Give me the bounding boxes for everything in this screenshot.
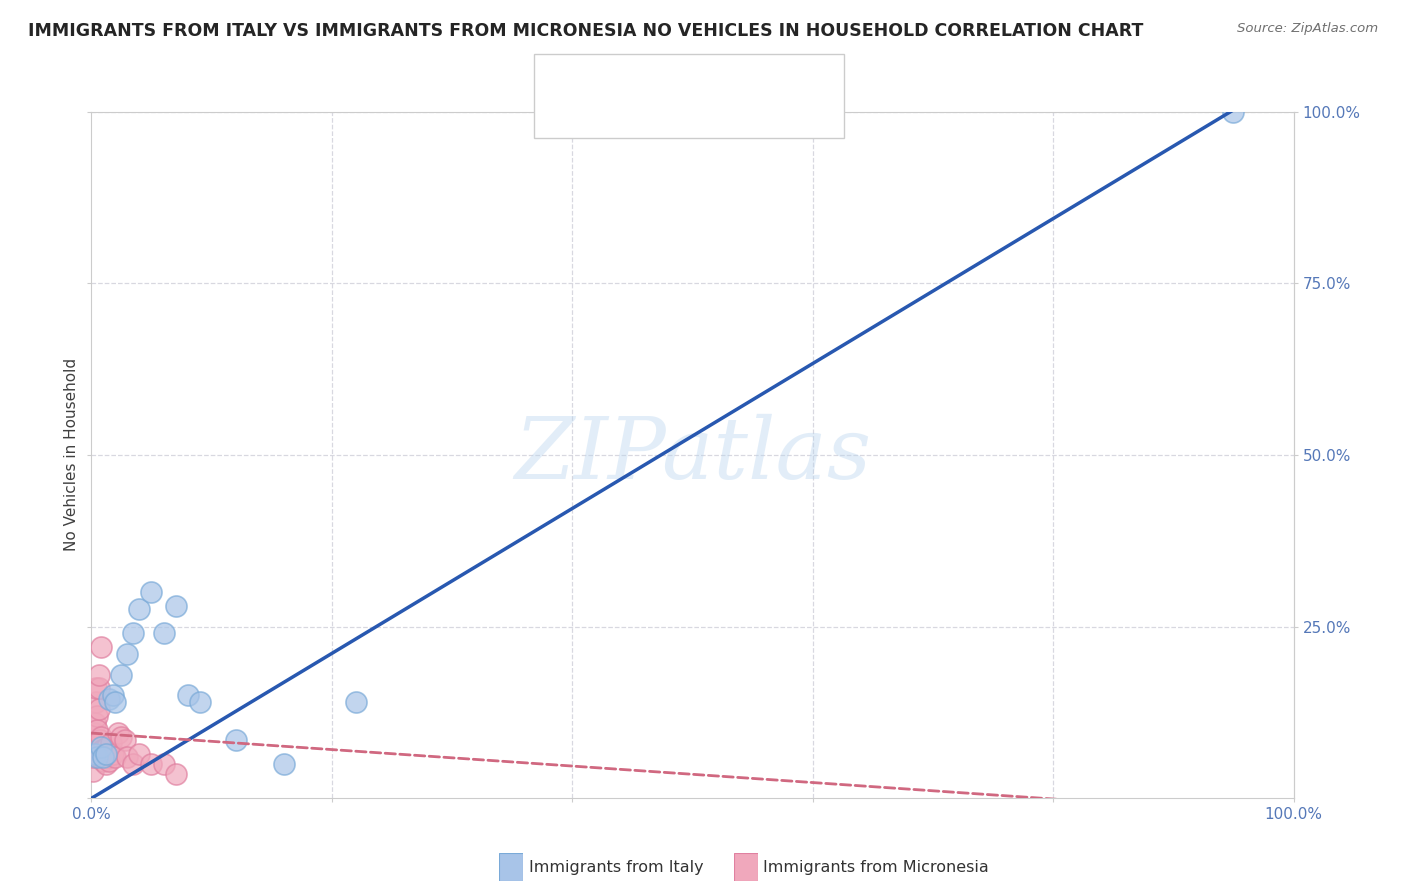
Point [86, 709, 108, 723]
Text: Immigrants from Italy: Immigrants from Italy [529, 860, 703, 874]
Point [101, 689, 124, 703]
Point [104, 695, 127, 709]
Point [117, 750, 139, 764]
Point [344, 695, 367, 709]
Point [84, 715, 107, 730]
Point [188, 695, 211, 709]
Point [107, 726, 129, 740]
Text: IMMIGRANTS FROM ITALY VS IMMIGRANTS FROM MICRONESIA NO VEHICLES IN HOUSEHOLD COR: IMMIGRANTS FROM ITALY VS IMMIGRANTS FROM… [28, 22, 1143, 40]
Point [91, 750, 114, 764]
Point [91, 754, 114, 768]
Point [165, 599, 187, 613]
Point [87, 667, 110, 681]
Point [90, 730, 112, 744]
Point [86, 750, 108, 764]
Text: Immigrants from Micronesia: Immigrants from Micronesia [763, 860, 990, 874]
Point [90, 743, 112, 757]
Bar [547, 101, 582, 129]
Point [83, 726, 105, 740]
Point [93, 743, 115, 757]
Point [89, 681, 111, 696]
Point [96, 739, 118, 754]
Text: Source: ZipAtlas.com: Source: ZipAtlas.com [1237, 22, 1378, 36]
Point [90, 739, 112, 754]
Point [98, 754, 121, 768]
Point [98, 691, 121, 706]
Point [128, 747, 150, 761]
Point [84, 747, 107, 761]
Text: R = -0.187   N =  38: R = -0.187 N = 38 [592, 106, 775, 124]
Point [100, 736, 122, 750]
Point [94, 747, 117, 761]
Text: R =  0.894   N =  21: R = 0.894 N = 21 [592, 69, 773, 87]
Point [176, 689, 198, 703]
Point [141, 756, 163, 771]
Point [86, 723, 108, 737]
Point [1222, 104, 1244, 119]
Point [141, 585, 163, 599]
Point [110, 730, 132, 744]
Text: ZIPatlas: ZIPatlas [513, 414, 872, 496]
Point [84, 681, 107, 696]
Point [122, 756, 145, 771]
Point [114, 733, 136, 747]
Point [83, 739, 105, 754]
Point [117, 647, 139, 661]
Bar [547, 63, 582, 92]
Point [93, 747, 115, 761]
Point [82, 750, 104, 764]
Point [225, 733, 247, 747]
Point [128, 602, 150, 616]
Point [87, 736, 110, 750]
Y-axis label: No Vehicles in Household: No Vehicles in Household [63, 359, 79, 551]
Point [273, 756, 295, 771]
Point [90, 640, 112, 655]
Point [152, 626, 174, 640]
Point [89, 733, 111, 747]
Point [82, 764, 104, 778]
Point [165, 767, 187, 781]
Point [101, 747, 124, 761]
Point [152, 756, 174, 771]
Point [84, 695, 107, 709]
Point [89, 750, 111, 764]
Point [97, 750, 120, 764]
Point [122, 626, 145, 640]
Point [93, 750, 115, 764]
Point [87, 702, 110, 716]
Point [104, 750, 127, 764]
Point [110, 667, 132, 681]
Point [94, 756, 117, 771]
